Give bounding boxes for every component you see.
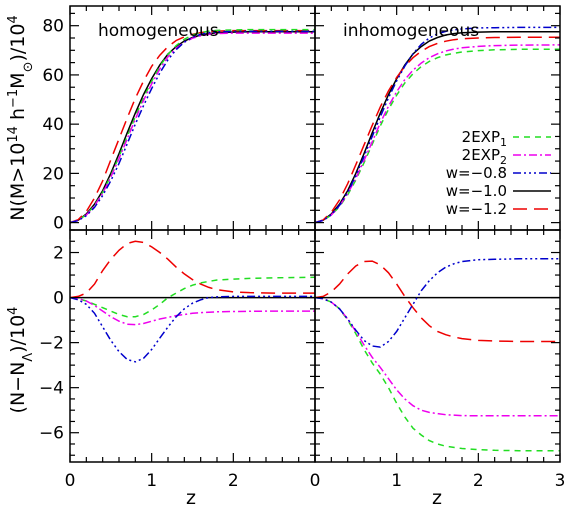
panel-top-right: inhomogeneous [314,5,561,231]
y-tick-label: −2 [39,334,64,354]
series-2exp1-bottom-left [70,276,315,318]
series-w08-top-right [315,26,560,224]
panel-frame [314,229,561,463]
x-axis-label: z [432,487,442,509]
legend-item-w10: w=−1.0 [446,182,551,200]
top-y-axis-label: N(M>1014 h−1M⊙)/104 [6,15,36,221]
y-tick-label: 60 [42,66,64,86]
legend-label: 2EXP1 [462,128,507,149]
legend-label: 2EXP2 [462,146,507,167]
y-tick-label: 0 [53,214,64,234]
legend-label: w=−0.8 [446,164,507,182]
x-tick-label: 1 [146,471,157,491]
legend-item-2exp1: 2EXP1 [462,128,551,149]
series-2exp2-bottom-left [70,296,315,326]
legend-item-w08: w=−0.8 [446,164,551,182]
bottom-y-axis-label: (N−NΛ)/104 [6,307,36,414]
series-w12-bottom-left [70,240,315,299]
series-w10-top-left [70,31,315,224]
x-tick-label: 3 [555,471,565,491]
series-2exp1-top-left [70,28,315,224]
y-tick-label: 2 [53,244,64,264]
series-2exp1-top-right [315,48,560,224]
y-tick-label: 80 [42,17,64,37]
x-tick-label: 0 [310,471,321,491]
x-tick-label: 1 [391,471,402,491]
legend-label: w=−1.0 [446,182,507,200]
legend-item-w12: w=−1.2 [446,200,551,218]
legend-item-2exp2: 2EXP2 [462,146,551,167]
panel-bottom-right: 0 1 2 3 [310,229,565,491]
series-w08-bottom-left [70,295,315,363]
series-w08-top-left [70,30,315,224]
series-2exp1-bottom-right [315,296,560,452]
series-w08-bottom-right [315,258,560,348]
series-2exp2-top-left [70,32,315,224]
series-w12-top-right [315,36,560,224]
series-2exp2-top-right [315,44,560,224]
x-tick-label: 2 [228,471,239,491]
y-tick-label: 40 [42,115,64,135]
y-tick-label: −6 [39,424,64,444]
series-w12-top-left [70,29,315,224]
panel-top-left: 0 20 40 60 80 homogeneous [42,5,316,234]
series-2exp2-bottom-right [315,296,560,417]
x-tick-label: 2 [473,471,484,491]
x-tick-label: 0 [65,471,76,491]
y-tick-label: 0 [53,289,64,309]
y-tick-label: 20 [42,164,64,184]
series-w10-top-right [315,31,560,224]
y-tick-label: −4 [39,379,64,399]
legend-label: w=−1.2 [446,200,507,218]
x-axis-label: z [186,487,196,509]
panel-label: homogeneous [98,21,219,41]
panel-bottom-left: 0 1 2 −6 −4 −2 0 2 [39,229,316,491]
panel-label: inhomogeneous [343,21,479,41]
series-w12-bottom-right [315,260,560,343]
